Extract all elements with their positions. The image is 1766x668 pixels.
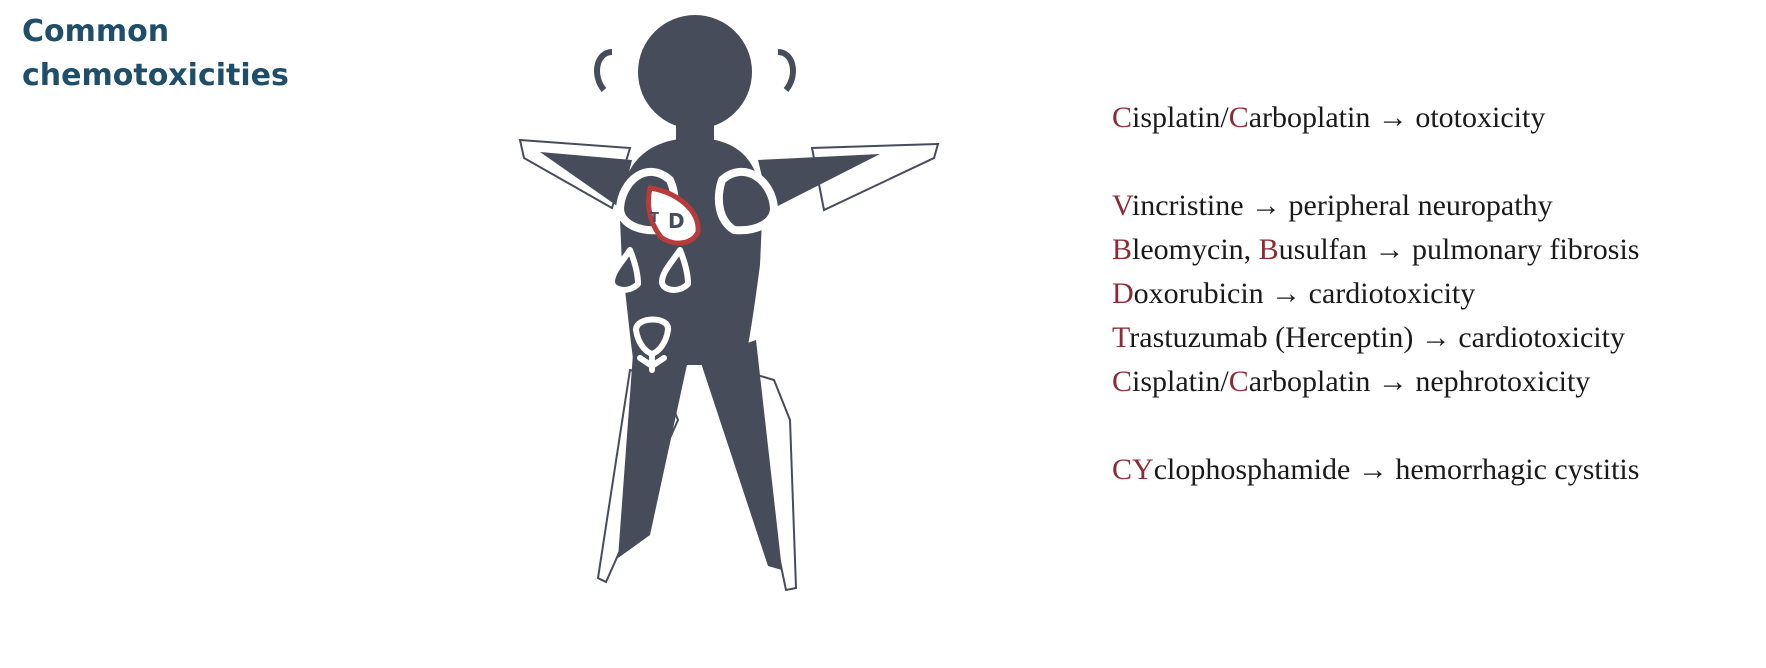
- toxicity-item: Vincristine → peripheral neuropathy: [1112, 184, 1639, 228]
- drug-initial: C: [1112, 101, 1133, 134]
- arrow-icon: →: [1370, 101, 1416, 134]
- arrow-icon: →: [1413, 321, 1459, 354]
- drug-name-text: leomycin,: [1132, 233, 1259, 266]
- drug-initial: C: [1228, 101, 1249, 134]
- toxicity-item: Cisplatin/Carboplatin → ototoxicity: [1112, 96, 1639, 140]
- heart-letter-t: T: [650, 211, 659, 226]
- drug-initial: CY: [1112, 453, 1154, 486]
- drug-initial: B: [1112, 233, 1133, 266]
- drug-name-text: isplatin/: [1132, 101, 1229, 134]
- drug-name-text: clophosphamide: [1153, 453, 1351, 486]
- drug-initial: C: [1228, 365, 1249, 398]
- drug-name-text: incristine: [1131, 189, 1244, 222]
- arrow-icon: →: [1350, 453, 1396, 486]
- heart-letter-d: D: [668, 209, 685, 233]
- bladder-icon: [632, 316, 671, 373]
- arrow-icon: →: [1263, 277, 1309, 310]
- drug-name-text: arboplatin: [1248, 101, 1371, 134]
- drug-initial: V: [1112, 189, 1132, 222]
- kidneys-icon: [609, 247, 691, 293]
- toxicity-item: Cisplatin/Carboplatin → nephrotoxicity: [1112, 360, 1639, 404]
- toxicity-list: Cisplatin/Carboplatin → ototoxicity Vinc…: [1112, 96, 1639, 492]
- drug-name-text: arboplatin: [1248, 365, 1371, 398]
- title-line-1: Common: [22, 14, 170, 49]
- title-line-2: chemotoxicities: [22, 58, 289, 93]
- left-ear-icon: [594, 49, 613, 92]
- right-ear-icon: [777, 49, 796, 92]
- drug-initial: C: [1112, 365, 1133, 398]
- toxicity-item: Doxorubicin → cardiotoxicity: [1112, 272, 1639, 316]
- toxicity-item: Bleomycin, Busulfan → pulmonary fibrosis: [1112, 228, 1639, 272]
- drug-name-text: isplatin/: [1132, 365, 1229, 398]
- drug-name-text: usulfan: [1278, 233, 1367, 266]
- toxicity-item: Trastuzumab (Herceptin) → cardiotoxicity: [1112, 316, 1639, 360]
- toxicity-effect: cardiotoxicity: [1458, 321, 1625, 354]
- body-silhouette: [540, 15, 880, 570]
- arrow-icon: →: [1367, 233, 1412, 266]
- drug-initial: B: [1258, 233, 1279, 266]
- toxicity-effect: ototoxicity: [1415, 101, 1546, 134]
- drug-initial: T: [1112, 321, 1130, 354]
- page-title: Common chemotoxicities: [22, 10, 289, 98]
- toxicity-effect: peripheral neuropathy: [1288, 189, 1553, 222]
- arrow-icon: →: [1370, 365, 1416, 398]
- body-figure: D T: [518, 15, 940, 592]
- toxicity-item: CYclophosphamide → hemorrhagic cystitis: [1112, 448, 1639, 492]
- drug-name-text: oxorubicin: [1133, 277, 1264, 310]
- toxicity-effect: cardiotoxicity: [1308, 277, 1476, 310]
- arrow-icon: →: [1243, 189, 1289, 222]
- drug-initial: D: [1112, 277, 1134, 310]
- toxicity-effect: pulmonary fibrosis: [1412, 233, 1640, 266]
- toxicity-effect: nephrotoxicity: [1415, 365, 1591, 398]
- drug-name-text: rastuzumab (Herceptin): [1129, 321, 1414, 354]
- heart-icon: D T: [645, 185, 701, 246]
- toxicity-effect: hemorrhagic cystitis: [1395, 453, 1640, 486]
